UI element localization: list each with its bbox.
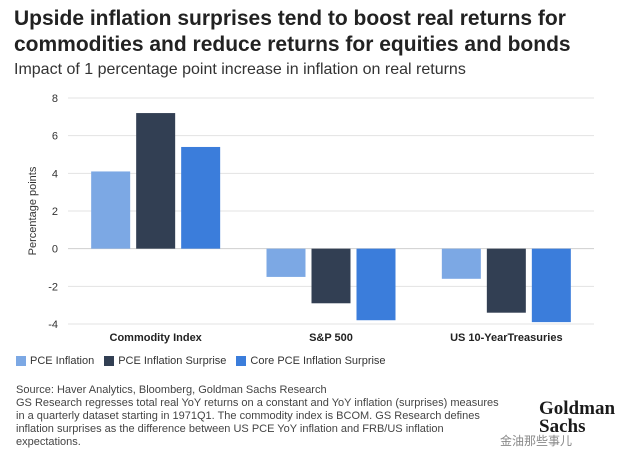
legend-item: PCE Inflation Surprise [104,355,226,367]
y-tick-label: 6 [52,131,58,143]
legend-label: Core PCE Inflation Surprise [250,355,386,367]
bar [441,248,481,279]
x-category-label: S&P 500 [309,332,353,344]
chart-subtitle: Impact of 1 percentage point increase in… [14,61,466,78]
bar [266,248,306,277]
y-tick-label: -2 [48,281,58,293]
y-tick-label: 0 [52,244,58,256]
bar [486,248,526,313]
goldman-sachs-logo: Goldman Sachs [539,398,619,437]
methodology-note: GS Research regresses total real YoY ret… [16,397,499,448]
logo-line-2: Sachs [539,416,586,437]
bar [311,248,351,304]
logo-line-1: Goldman [539,398,616,419]
legend-label: PCE Inflation [30,355,95,367]
watermark: 金油那些事儿 [500,434,573,448]
legend-label: PCE Inflation Surprise [118,355,227,367]
bar [136,113,176,249]
y-tick-label: 2 [52,206,58,218]
chart-title: Upside inflation surprises tend to boost… [14,7,571,56]
x-category-label: Commodity Index [110,332,203,344]
chart-legend: PCE Inflation PCE Inflation Surprise Core … [16,355,386,367]
bar [181,146,221,249]
legend-swatch [16,356,26,366]
bar [356,248,396,321]
legend-swatch [104,356,115,366]
y-tick-label: -4 [48,319,58,331]
y-axis-label: Percentage points [27,166,39,255]
legend-item: Core PCE Inflation Surprise [236,355,386,367]
legend-swatch [236,356,247,366]
y-tick-label: 8 [52,93,58,105]
x-category-label: US 10-YearTreasuries [450,332,563,344]
footnote: Source: Haver Analytics, Bloomberg, Gold… [16,384,506,449]
y-tick-label: 4 [52,168,58,180]
legend-item: PCE Inflation [16,355,94,367]
source-note: Source: Haver Analytics, Bloomberg, Gold… [16,384,327,396]
bar-chart: 8 6 4 2 0 -2 -4 Percentage points Commodity Inde… [27,93,594,344]
bar [91,171,131,249]
bar [531,248,571,323]
